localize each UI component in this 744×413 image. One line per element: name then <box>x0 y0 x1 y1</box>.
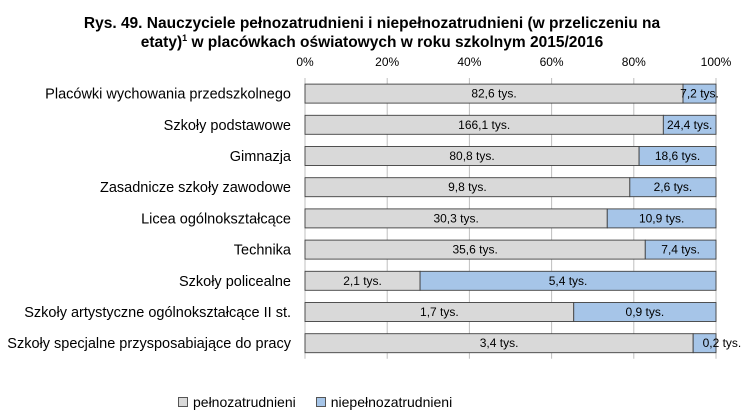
data-label-part-time-2: 18,6 tys. <box>655 149 700 163</box>
category-label-2: Gimnazja <box>230 149 292 165</box>
x-tick-label-80: 80% <box>622 55 646 69</box>
data-label-full-time-2: 80,8 tys. <box>449 149 494 163</box>
bar-part-time-5 <box>644 239 717 260</box>
x-tick-label-60: 60% <box>540 55 564 69</box>
data-label-part-time-8: 0,2 tys. <box>703 336 742 350</box>
legend-swatch-full-time <box>178 397 188 407</box>
bar-part-time-7 <box>573 302 717 322</box>
chart-title-line-1: Rys. 49. Nauczyciele pełnozatrudnieni i … <box>83 15 661 32</box>
data-label-full-time-8: 3,4 tys. <box>480 336 519 350</box>
legend-label-part-time: niepełnozatrudnieni <box>330 394 453 410</box>
data-label-part-time-7: 0,9 tys. <box>626 305 665 319</box>
data-label-part-time-1: 24,4 tys. <box>667 118 712 132</box>
legend-swatch-part-time <box>315 397 326 407</box>
category-label-5: Technika <box>234 243 292 259</box>
bar-part-time-2 <box>638 146 717 166</box>
category-label-8: Szkoły specjalne przysposabiające do pra… <box>7 336 291 352</box>
chart-title-footnote-mark: 1 <box>182 32 188 43</box>
category-label-6: Szkoły policealne <box>179 274 291 290</box>
chart-title: Rys. 49. Nauczyciele pełnozatrudnieni i … <box>0 14 744 52</box>
bar-part-time-4 <box>606 208 717 229</box>
chart-legend: pełnozatrudnieni niepełnozatrudnieni <box>178 393 472 411</box>
category-label-7: Szkoły artystyczne ogólnokształcące II s… <box>24 305 291 321</box>
data-label-full-time-5: 35,6 tys. <box>452 243 497 257</box>
data-label-full-time-3: 9,8 tys. <box>448 180 487 194</box>
chart-title-line-2: etaty)1 w placówkach oświatowych w roku … <box>0 33 744 52</box>
chart-title-line-2-start: etaty) <box>140 34 183 51</box>
legend-item-part-time: niepełnozatrudnieni <box>315 394 453 410</box>
data-label-full-time-6: 2,1 tys. <box>343 274 382 288</box>
data-label-full-time-0: 82,6 tys. <box>471 87 516 101</box>
data-label-part-time-3: 2,6 tys. <box>654 180 693 194</box>
data-label-full-time-1: 166,1 tys. <box>458 118 510 132</box>
x-tick-label-0: 0% <box>296 55 314 69</box>
category-label-4: Licea ogólnokształcące <box>141 211 291 227</box>
bar-part-time-0 <box>682 83 717 104</box>
category-label-0: Placówki wychowania przedszkolnego <box>45 87 291 103</box>
x-tick-label-100: 100% <box>701 55 732 69</box>
data-label-full-time-7: 1,7 tys. <box>420 305 459 319</box>
legend-item-full-time: pełnozatrudnieni <box>178 394 296 410</box>
data-label-full-time-4: 30,3 tys. <box>433 211 478 225</box>
data-label-part-time-4: 10,9 tys. <box>639 211 684 225</box>
data-label-part-time-6: 5,4 tys. <box>549 274 588 288</box>
data-label-part-time-0: 7,2 tys. <box>680 87 719 101</box>
bar-part-time-3 <box>629 177 717 198</box>
legend-label-full-time: pełnozatrudnieni <box>193 394 296 410</box>
bar-part-time-8 <box>692 333 717 354</box>
category-label-3: Zasadnicze szkoły zawodowe <box>100 180 291 196</box>
bar-part-time-6 <box>419 270 717 291</box>
x-tick-label-40: 40% <box>457 55 481 69</box>
category-label-1: Szkoły podstawowe <box>164 118 291 134</box>
stacked-bar-chart: 0% 20% 40% 60% 80% 100% Placówki wychowania pr… <box>7 55 742 359</box>
chart-title-line-2-rest: w placówkach oświatowych w roku szkolnym… <box>187 34 604 51</box>
data-label-part-time-5: 7,4 tys. <box>661 243 700 257</box>
x-tick-label-20: 20% <box>375 55 399 69</box>
bar-part-time-1 <box>662 114 717 135</box>
